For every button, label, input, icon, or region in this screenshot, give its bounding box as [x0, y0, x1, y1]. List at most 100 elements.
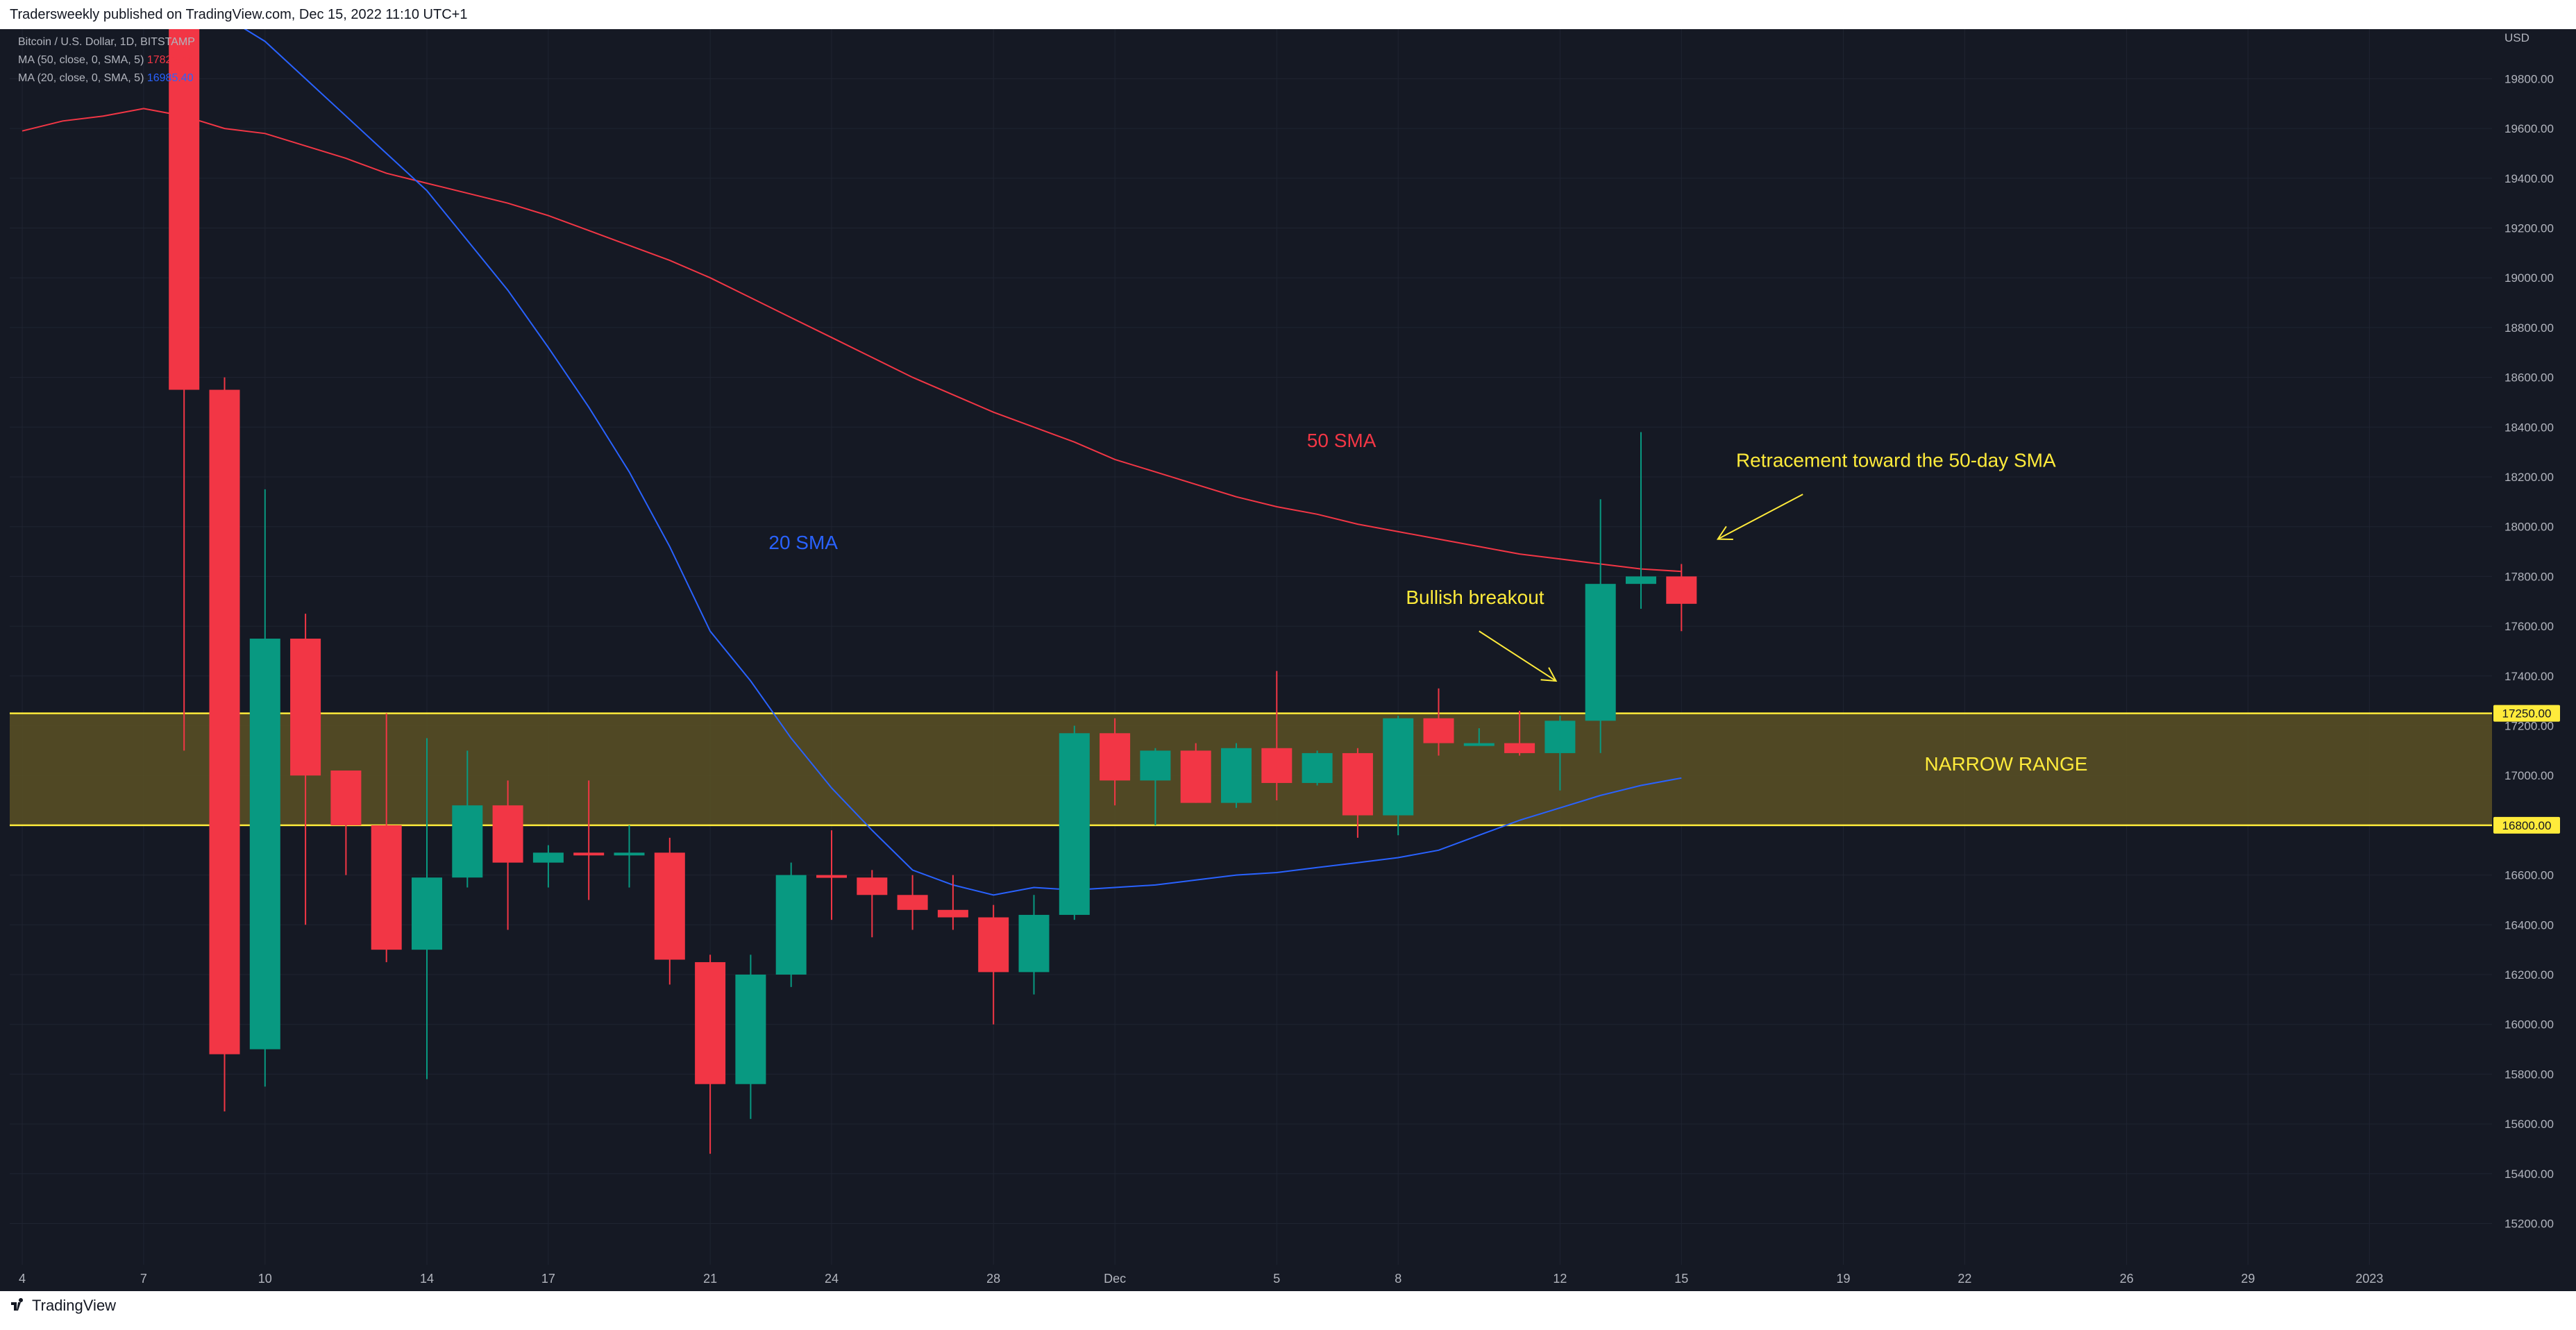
- candle-up: [1221, 748, 1252, 803]
- y-tick-label: 16200.00: [2505, 968, 2554, 982]
- chart-legend: Bitcoin / U.S. Dollar, 1D, BITSTAMP MA (…: [18, 33, 195, 87]
- candle-down: [978, 917, 1009, 973]
- legend-symbol-text: Bitcoin / U.S. Dollar, 1D, BITSTAMP: [18, 36, 195, 48]
- candle-down: [1423, 718, 1454, 743]
- footer-brand[interactable]: TradingView: [32, 1297, 117, 1314]
- y-tick-label: 19400.00: [2505, 172, 2554, 185]
- candle-down: [492, 805, 523, 863]
- legend-ma20-value: 16985.40: [146, 72, 194, 84]
- candle-down: [169, 29, 200, 390]
- currency-label: USD: [2505, 31, 2529, 44]
- candle-up: [452, 805, 483, 878]
- candle-up: [1302, 752, 1333, 783]
- candle-up: [1626, 576, 1656, 584]
- candle-down: [897, 895, 928, 910]
- candle-down: [209, 389, 240, 1054]
- y-tick-label: 19600.00: [2505, 122, 2554, 135]
- x-tick-label: 12: [1553, 1272, 1567, 1286]
- candle-up: [249, 639, 280, 1050]
- x-tick-label: 14: [420, 1272, 434, 1286]
- legend-ma20-label: MA (20, close, 0, SMA, 5): [18, 72, 144, 84]
- candle-up: [1140, 750, 1171, 781]
- annotation-text: Bullish breakout: [1406, 587, 1544, 608]
- annotation-arrow-shaft: [1717, 494, 1803, 540]
- y-tick-label: 18600.00: [2505, 371, 2554, 385]
- candle-down: [573, 852, 605, 856]
- x-tick-label: 28: [986, 1272, 1000, 1286]
- candle-down: [1666, 576, 1697, 604]
- annotation-arrow-head: [1540, 667, 1558, 682]
- tradingview-logo-icon[interactable]: [10, 1291, 28, 1330]
- y-tick-label: 19000.00: [2505, 271, 2554, 285]
- x-tick-label: 15: [1674, 1272, 1688, 1286]
- x-tick-label: 4: [19, 1272, 26, 1286]
- legend-ma20[interactable]: MA (20, close, 0, SMA, 5) 16985.40: [18, 69, 195, 87]
- y-tick-label: 19200.00: [2505, 222, 2554, 235]
- candle-down: [1261, 748, 1293, 783]
- legend-ma50-value: 17822.48: [146, 54, 194, 66]
- candle-down: [371, 825, 402, 950]
- candle-up: [1018, 914, 1050, 973]
- zone-price-tag-label: 16800.00: [2502, 819, 2552, 832]
- x-tick-label: 21: [703, 1272, 717, 1286]
- y-tick-label: 16400.00: [2505, 918, 2554, 932]
- x-tick-label: 19: [1836, 1272, 1850, 1286]
- y-tick-label: 15600.00: [2505, 1118, 2554, 1131]
- candle-down: [695, 962, 726, 1084]
- y-tick-label: 15200.00: [2505, 1218, 2554, 1231]
- annotation-text: Retracement toward the 50-day SMA: [1736, 450, 2056, 471]
- zone-price-tag: [2493, 816, 2560, 834]
- candle-up: [1463, 743, 1495, 746]
- narrow-range-label: NARROW RANGE: [1925, 753, 2088, 775]
- x-tick-label: 22: [1958, 1272, 1971, 1286]
- y-tick-label: 16600.00: [2505, 869, 2554, 882]
- candle-up: [1585, 584, 1616, 721]
- y-tick-label: 15400.00: [2505, 1168, 2554, 1181]
- y-tick-label: 17000.00: [2505, 769, 2554, 782]
- x-tick-label: 5: [1273, 1272, 1280, 1286]
- candle-down: [654, 852, 685, 960]
- ma50-line: [22, 108, 1682, 573]
- candle-up: [1544, 721, 1576, 753]
- legend-symbol: Bitcoin / U.S. Dollar, 1D, BITSTAMP: [18, 33, 195, 51]
- x-tick-label: 8: [1395, 1272, 1401, 1286]
- y-tick-label: 19800.00: [2505, 72, 2554, 85]
- candle-down: [1180, 750, 1211, 803]
- legend-ma50[interactable]: MA (50, close, 0, SMA, 5) 17822.48: [18, 51, 195, 69]
- x-tick-label: 2023: [2355, 1272, 2383, 1286]
- legend-ma50-label: MA (50, close, 0, SMA, 5): [18, 54, 144, 66]
- publisher-header: Tradersweekly published on TradingView.c…: [0, 0, 2576, 29]
- candle-up: [532, 852, 564, 863]
- zone-price-tag-label: 17250.00: [2502, 707, 2552, 721]
- y-tick-label: 16000.00: [2505, 1018, 2554, 1032]
- candle-up: [614, 852, 645, 856]
- candle-up: [775, 875, 807, 975]
- publisher-line: Tradersweekly published on TradingView.c…: [10, 7, 468, 22]
- candle-down: [1504, 743, 1535, 753]
- x-tick-label: Dec: [1104, 1272, 1126, 1286]
- annotation-arrow-shaft: [1479, 630, 1557, 682]
- y-tick-label: 17600.00: [2505, 620, 2554, 633]
- y-tick-label: 17800.00: [2505, 570, 2554, 583]
- y-tick-label: 15800.00: [2505, 1068, 2554, 1081]
- candle-down: [816, 875, 847, 878]
- candle-down: [857, 877, 888, 895]
- y-tick-label: 17400.00: [2505, 670, 2554, 683]
- candle-up: [412, 877, 442, 950]
- x-tick-label: 26: [2120, 1272, 2134, 1286]
- candle-down: [937, 909, 968, 918]
- x-tick-label: 17: [541, 1272, 555, 1286]
- annotation-text: 50 SMA: [1307, 430, 1377, 451]
- x-tick-label: 10: [258, 1272, 272, 1286]
- candle-up: [1383, 718, 1414, 816]
- chart-area[interactable]: NARROW RANGE 50 SMA 20 SMA Retracement towa…: [0, 29, 2576, 1291]
- candle-down: [1342, 752, 1373, 816]
- candle-down: [330, 771, 362, 825]
- annotation-text: 20 SMA: [768, 532, 838, 553]
- candle-down: [1100, 733, 1131, 781]
- y-tick-label: 18000.00: [2505, 521, 2554, 534]
- x-tick-label: 24: [825, 1272, 839, 1286]
- y-tick-label: 17200.00: [2505, 720, 2554, 733]
- zone-price-tag: [2493, 705, 2560, 722]
- candlestick-chart[interactable]: NARROW RANGE 50 SMA 20 SMA Retracement towa…: [0, 29, 2576, 1291]
